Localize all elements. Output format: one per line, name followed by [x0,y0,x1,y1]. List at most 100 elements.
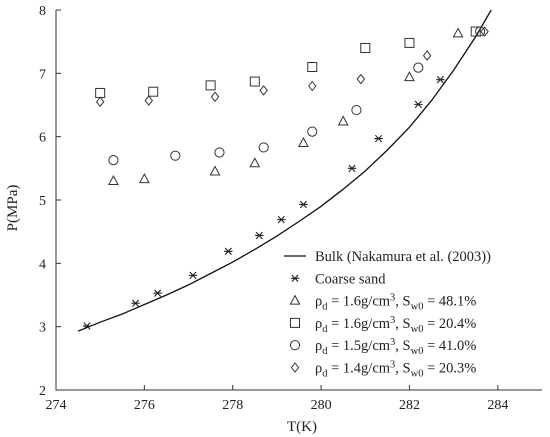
legend-text-part: ρ [315,361,322,377]
legend-text-part: 3 [390,337,395,348]
square-point [404,37,415,48]
legend-entry: ρd = 1.4g/cm3, Sw0 = 20.3% [315,360,476,380]
legend-circle-swatch [289,340,301,351]
star-point [255,231,264,240]
legend-text-part: ρ [315,338,322,354]
series-star [82,75,445,330]
legend-text-part: , S [395,294,410,310]
circle-point [307,126,318,137]
legend-text-part: , S [395,338,410,354]
star-point [153,289,162,297]
legend-text-part: w0 [411,302,424,313]
star-point [414,100,423,109]
circle-point [475,26,486,37]
legend-text-part: ρ [315,316,322,332]
star-point [436,75,445,84]
legend-text-part: = 20.4% [423,316,476,332]
square-point [249,76,260,87]
axes: 274 276 278 280 282 284 2 3 4 5 6 7 8 [39,4,542,413]
legend-entry: Coarse sand [315,271,386,287]
star-point [277,215,286,224]
square-point [148,86,159,97]
triangle-point [138,173,150,184]
legend-text-part: , S [395,361,410,377]
y-tick-label: 2 [39,384,46,399]
bulk-curve [77,9,492,332]
star-point [188,271,198,280]
diamond-point [210,91,220,103]
y-tick-label: 3 [39,321,46,336]
triangle-point [107,174,119,185]
circle-point [214,147,225,158]
square-point [360,43,371,53]
legend-text-part: , S [395,316,410,332]
legend-diamond-swatch [290,362,300,373]
legend-text-part: = 48.1% [423,294,476,310]
y-tick-label: 8 [39,4,46,19]
legend-text-part: = 1.6g/cm [328,316,391,332]
diamond-point [480,26,489,37]
diamond-point [356,73,366,85]
x-tick-label: 284 [487,398,508,413]
circle-point [170,150,181,161]
y-axis-title: P(MPa) [5,185,21,232]
star-point [131,299,140,307]
legend-text-part: = 20.3% [423,361,476,377]
legend-entry: ρd = 1.6g/cm3, Sw0 = 48.1% [315,293,476,313]
triangle-point [452,27,464,38]
legend-entry: ρd = 1.5g/cm3, Sw0 = 41.0% [315,337,476,357]
circle-point [108,155,119,166]
legend-text-part: w0 [411,346,424,357]
x-tick-label: 274 [46,398,67,413]
legend-text-part: w0 [411,369,424,380]
circle-point [413,62,424,73]
legend-text-part: = 1.5g/cm [328,338,391,354]
legend-text-part: 3 [390,315,395,326]
legend-text-part: w0 [411,324,424,335]
series-diamond [95,26,489,108]
triangle-point [249,157,261,168]
star-point [347,164,357,173]
diamond-point [422,50,432,61]
legend-text-part: 3 [390,360,395,371]
square-point [205,80,216,91]
star-point [82,322,92,330]
series-square [95,26,481,98]
diamond-point [259,85,268,96]
circle-point [351,104,362,116]
legend-text-part: ρ [315,294,322,310]
bulk-curve-layer [77,9,492,332]
y-tick-label: 4 [39,257,46,272]
axis-frame [55,10,542,391]
x-axis-title: T(K) [287,419,317,435]
legend-text-part: = 41.0% [423,338,476,354]
legend-triangle-swatch [289,294,301,305]
star-point [224,247,233,256]
legend-square-swatch [290,317,300,328]
star-point [299,200,308,209]
circle-point [258,142,269,153]
triangle-point [297,136,309,147]
series-circle [108,26,486,166]
square-point [470,26,481,37]
y-tick-label: 7 [39,67,46,82]
legend-text-part: 3 [390,293,395,304]
square-point [95,87,106,98]
square-point [307,62,318,72]
data-markers [82,26,489,330]
legend-text-part: d [322,302,328,313]
legend-text-part: = 1.4g/cm [328,361,391,377]
legend-star-swatch [290,274,300,283]
triangle-point [337,115,349,126]
legend: Bulk (Nakamura et al. (2003)) Coarse sand… [284,249,491,380]
legend-entry: ρd = 1.6g/cm3, Sw0 = 20.4% [315,315,476,335]
legend-entry: Bulk (Nakamura et al. (2003)) [315,249,491,265]
x-tick-label: 282 [399,398,420,413]
triangle-point [209,165,221,176]
series-triangle [107,27,464,185]
x-tick-label: 280 [311,398,332,413]
triangle-point [404,71,415,82]
legend-text-part: d [322,369,328,380]
legend-text-part: = 1.6g/cm [328,294,391,310]
